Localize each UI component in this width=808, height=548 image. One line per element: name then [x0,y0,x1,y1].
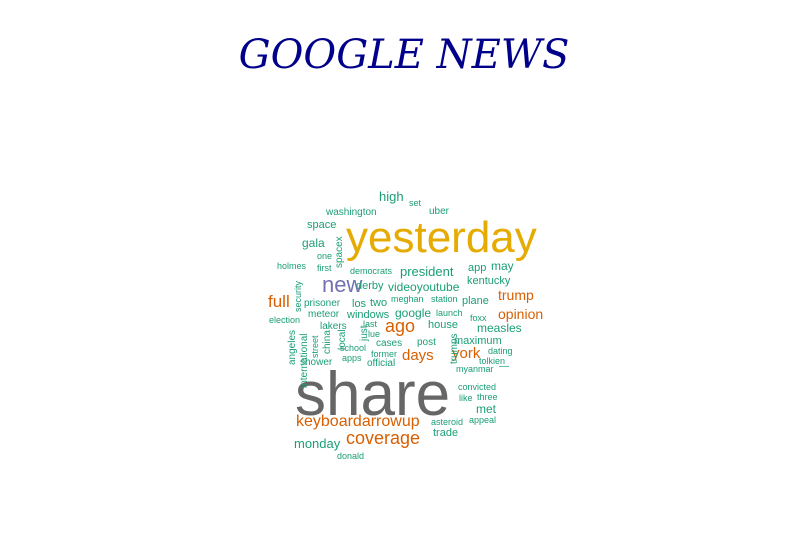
word-election: election [269,315,301,325]
word-foxx: foxx [470,313,487,323]
word-york: york [452,345,481,362]
word-lakers: lakers [320,321,347,332]
word-two: two [370,297,388,309]
word-ago: ago [385,316,416,336]
word-uber: uber [429,206,450,217]
word-launch: launch [436,308,463,318]
word-dating: dating [488,346,513,356]
word-derby: derby [356,280,384,292]
word-trump: trump [498,287,534,303]
chart-title: GOOGLE NEWS [238,32,570,78]
word-google: google [395,306,432,320]
word-monday: monday [294,436,341,451]
word-washington: washington [326,207,377,218]
word-convicted: convicted [458,382,497,392]
word-first: first [317,263,332,273]
word-keyboardarrowup: keyboardarrowup [296,413,420,430]
word-days: days [402,347,434,364]
word-school: school [340,343,367,353]
word-gala: gala [302,236,325,250]
word-donald: donald [337,451,365,461]
word-cases: cases [376,338,403,349]
word-share: share [295,360,451,429]
word-street: street [310,335,320,358]
word-china: china [322,330,333,354]
word-official: official [367,358,396,369]
word-station: station [431,294,458,304]
word-meteor: meteor [308,309,340,320]
word-appeal: appeal [469,415,497,425]
word-spacex: spacex [334,236,345,268]
word-tolkien: tolkien [479,356,506,366]
word-prisoner: prisoner [304,298,341,309]
word-asteroid: asteroid [431,417,464,427]
word-post: post [417,337,436,348]
word-yesterday: yesterday [346,213,537,262]
word-meghan: meghan [391,294,424,304]
word-full: full [268,292,290,311]
word-myanmar: myanmar [456,364,494,374]
word-high: high [379,189,404,204]
word-measles: measles [477,321,522,335]
word-shower: shower [300,357,333,368]
word-democrats: democrats [350,266,393,276]
word-met: met [476,402,497,416]
word-holmes: holmes [277,261,307,271]
word-dash: — [499,361,509,372]
word-los: los [352,298,367,310]
word-app: app [468,262,487,274]
word-set: set [409,198,422,208]
word-three: three [477,392,498,402]
word-may: may [491,259,514,273]
word-maximum: maximum [454,335,502,347]
word-like: like [459,393,473,403]
word-lue: lue [368,329,381,339]
word-space: space [307,219,337,231]
word-videoyoutube: videoyoutube [388,280,460,294]
word-windows: windows [347,309,390,321]
word-trade: trade [433,427,459,439]
word-angeles: angeles [287,329,298,365]
word-house: house [428,319,458,331]
word-president: president [400,264,454,279]
word-security: security [293,280,303,312]
word-former: former [371,349,398,359]
word-coverage: coverage [346,428,421,448]
word-apps: apps [342,353,362,363]
word-one: one [317,251,333,261]
word-opinion: opinion [498,306,544,322]
word-kentucky: kentucky [467,275,511,287]
word-new: new [322,272,363,297]
word-plane: plane [462,295,489,307]
word-last: last [363,319,378,329]
